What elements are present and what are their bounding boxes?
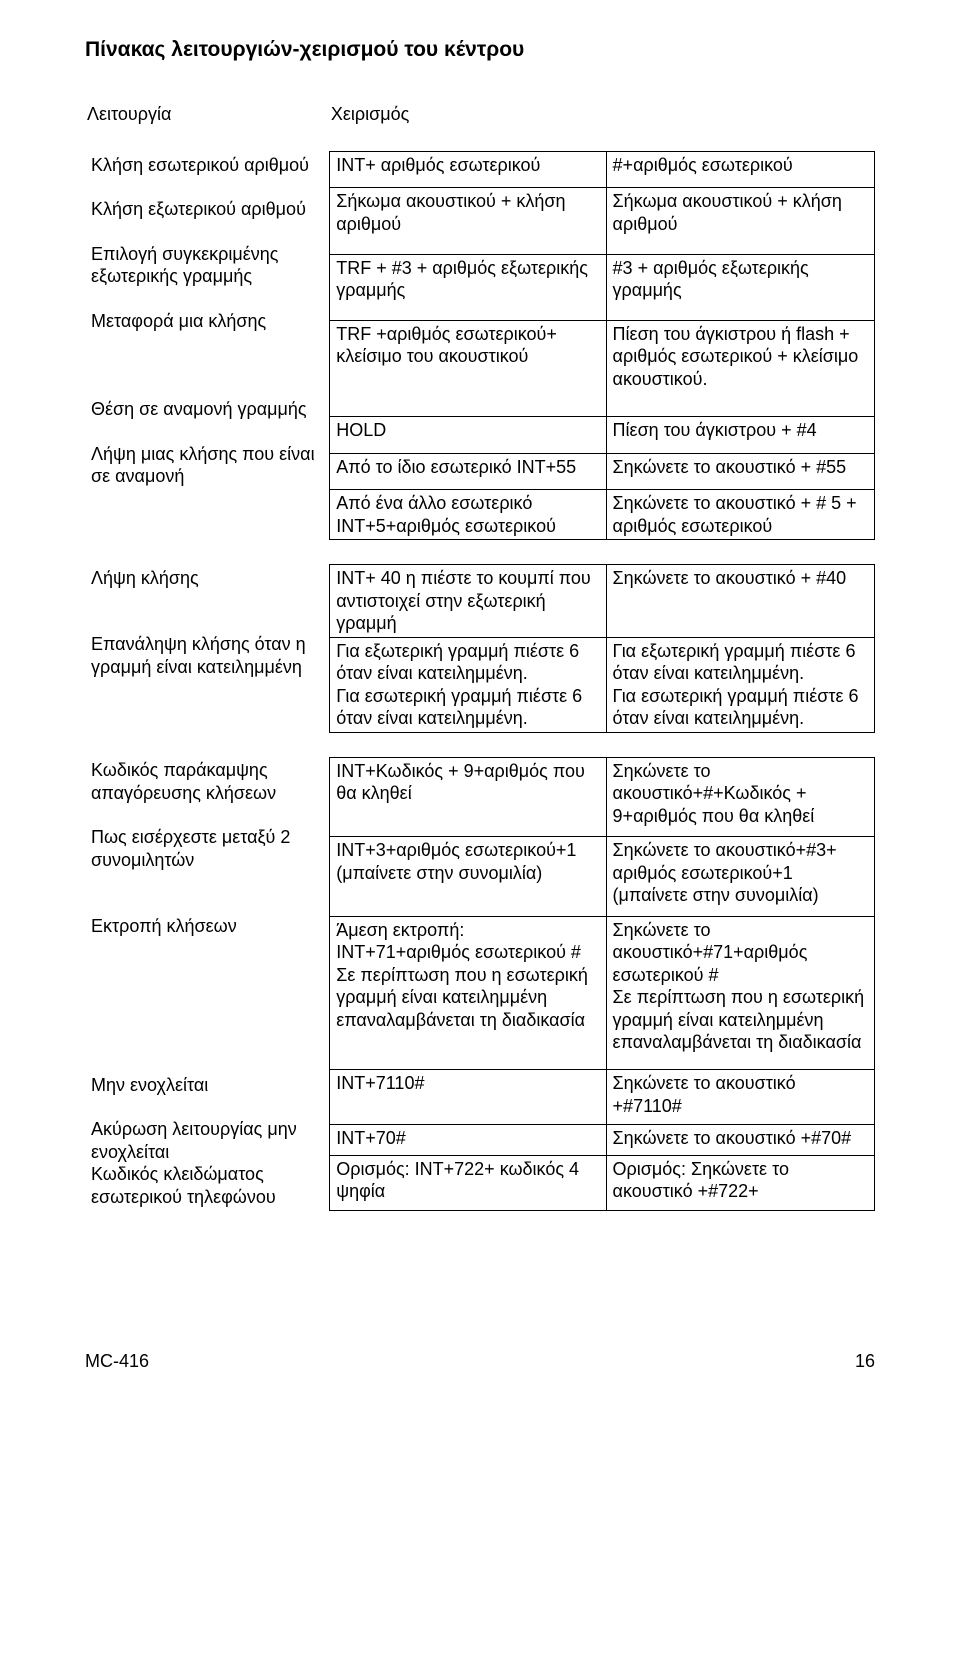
cell: Πίεση του άγκιστρου + #4 [606, 417, 874, 453]
header-right: Χειρισμός [330, 102, 875, 127]
op-label: Κωδικός κλειδώματος εσωτερικού τηλεφώνου [91, 1163, 323, 1208]
footer-page-number: 16 [855, 1351, 875, 1372]
op-label: Κλήση εξωτερικού αριθμού [91, 198, 323, 221]
cell: Άμεση εκτροπή: INT+71+αριθμός εσωτερικού… [330, 916, 606, 1070]
op-label: Εκτροπή κλήσεων [91, 915, 323, 938]
operations-table-1: Κλήση εσωτερικού αριθμού Κλήση εξωτερικο… [85, 151, 875, 540]
cell: Σήκωμα ακουστικού + κλήση αριθμού [330, 188, 606, 254]
op-label: Επανάληψη κλήσης όταν η γραμμή είναι κατ… [91, 633, 323, 678]
cell: Ορισμός: INT+722+ κωδικός 4 ψηφία [330, 1155, 606, 1210]
op-label: Λήψη μιας κλήσης που είναι σε αναμονή [91, 443, 323, 488]
cell: INT+3+αριθμός εσωτερικού+1 (μπαίνετε στη… [330, 837, 606, 917]
left-group: Κλήση εσωτερικού αριθμού Κλήση εξωτερικο… [85, 152, 330, 490]
table-row: Κωδικός παράκαμψης απαγόρευσης κλήσεων Π… [85, 757, 875, 837]
op-label: Ακύρωση λειτουργίας μην ενοχλείται [91, 1118, 323, 1163]
op-label: Κωδικός παράκαμψης απαγόρευσης κλήσεων [91, 759, 323, 804]
page: Πίνακας λειτουργιών-χειρισμού του κέντρο… [0, 0, 960, 1412]
cell: Σηκώνετε το ακουστικό+#+Κωδικός + 9+αριθ… [606, 757, 874, 837]
cell: Από ένα άλλο εσωτερικό INT+5+αριθμός εσω… [330, 490, 606, 540]
op-label: Λήψη κλήσης [91, 567, 323, 590]
cell [85, 490, 330, 540]
cell: INT+7110# [330, 1070, 606, 1125]
cell: TRF + #3 + αριθμός εξωτερικής γραμμής [330, 254, 606, 320]
table-row: Από ένα άλλο εσωτερικό INT+5+αριθμός εσω… [85, 490, 875, 540]
header-labels: Λειτουργία Χειρισμός [85, 102, 875, 127]
cell: Σηκώνετε το ακουστικό +#7110# [606, 1070, 874, 1125]
cell: #+αριθμός εσωτερικού [606, 152, 874, 188]
cell: Σηκώνετε το ακουστικό+#71+αριθμός εσωτερ… [606, 916, 874, 1070]
cell: Σηκώνετε το ακουστικό + # 5 + αριθμός εσ… [606, 490, 874, 540]
cell: Σηκώνετε το ακουστικό+#3+ αριθμός εσωτερ… [606, 837, 874, 917]
table-row: Κλήση εσωτερικού αριθμού Κλήση εξωτερικο… [85, 152, 875, 188]
cell: INT+ αριθμός εσωτερικού [330, 152, 606, 188]
cell: Για εξωτερική γραμμή πιέστε 6 όταν είναι… [606, 637, 874, 732]
cell: Πίεση του άγκιστρου ή flash + αριθμός εσ… [606, 320, 874, 416]
op-label: Μην ενοχλείται [91, 1074, 323, 1097]
cell: HOLD [330, 417, 606, 453]
cell: Για εξωτερική γραμμή πιέστε 6 όταν είναι… [330, 637, 606, 732]
op-label: Πως εισέρχεστε μεταξύ 2 συνομιλητών [91, 826, 323, 871]
page-title: Πίνακας λειτουργιών-χειρισμού του κέντρο… [85, 38, 875, 62]
cell: INT+ 40 η πιέστε το κουμπί που αντιστοιχ… [330, 565, 606, 638]
left-group: Λήψη κλήσης Επανάληψη κλήσης όταν η γραμ… [85, 565, 330, 733]
table-row: Λήψη κλήσης Επανάληψη κλήσης όταν η γραμ… [85, 565, 875, 638]
cell: Σήκωμα ακουστικού + κλήση αριθμού [606, 188, 874, 254]
page-footer: MC-416 16 [85, 1351, 875, 1372]
operations-table-3: Κωδικός παράκαμψης απαγόρευσης κλήσεων Π… [85, 757, 875, 1211]
operations-table-2: Λήψη κλήσης Επανάληψη κλήσης όταν η γραμ… [85, 564, 875, 733]
op-label: Επιλογή συγκεκριμένης εξωτερικής γραμμής [91, 243, 323, 288]
cell: Από το ίδιο εσωτερικό INT+55 [330, 453, 606, 490]
cell: INT+70# [330, 1125, 606, 1155]
cell: #3 + αριθμός εξωτερικής γραμμής [606, 254, 874, 320]
left-group: Κωδικός παράκαμψης απαγόρευσης κλήσεων Π… [85, 757, 330, 1210]
footer-model: MC-416 [85, 1351, 149, 1372]
header-left: Λειτουργία [85, 102, 330, 127]
op-label: Μεταφορά μια κλήσης [91, 310, 323, 333]
cell: Ορισμός: Σηκώνετε το ακουστικό +#722+ [606, 1155, 874, 1210]
op-label: Θέση σε αναμονή γραμμής [91, 398, 323, 421]
cell: Σηκώνετε το ακουστικό +#70# [606, 1125, 874, 1155]
cell: Σηκώνετε το ακουστικό + #55 [606, 453, 874, 490]
cell: INT+Κωδικός + 9+αριθμός που θα κληθεί [330, 757, 606, 837]
op-label: Κλήση εσωτερικού αριθμού [91, 154, 323, 177]
cell: TRF +αριθμός εσωτερικού+ κλείσιμο του ακ… [330, 320, 606, 416]
cell: Σηκώνετε το ακουστικό + #40 [606, 565, 874, 638]
